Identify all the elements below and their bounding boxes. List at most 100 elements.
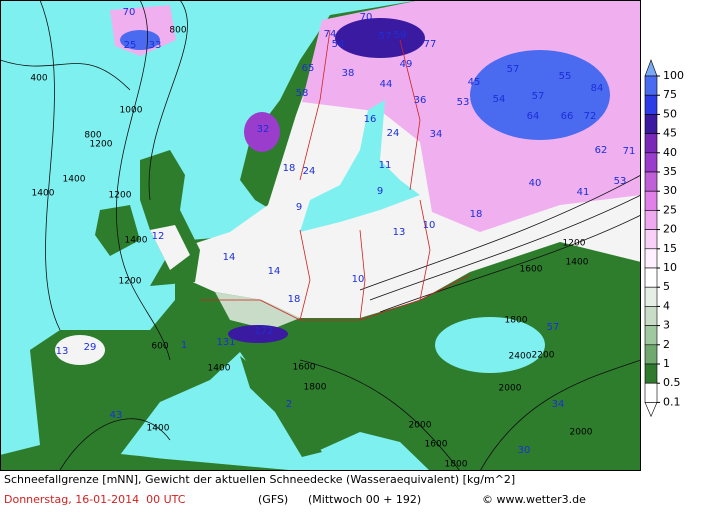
snow-value: 10 — [352, 274, 365, 285]
snow-value: 172 — [254, 326, 273, 337]
border — [299, 199, 431, 321]
snow-value: 34 — [430, 129, 443, 140]
legend-label: 3 — [663, 319, 670, 332]
snow-value: 18 — [288, 294, 301, 305]
snow-value: 11 — [379, 160, 392, 171]
snowline-value: 2000 — [409, 421, 432, 431]
snowline-value: 600 — [151, 342, 168, 352]
legend-box — [644, 325, 658, 346]
snow-value: 38 — [342, 68, 355, 79]
contour — [148, 0, 188, 201]
snow-value: 84 — [591, 83, 604, 94]
snow-value: 24 — [303, 166, 316, 177]
legend-label: 100 — [663, 69, 684, 82]
legend-label: 40 — [663, 146, 677, 159]
legend-box — [644, 363, 658, 384]
legend-box — [644, 229, 658, 250]
snow-value: 2 — [286, 399, 292, 410]
snow-value: 71 — [623, 146, 636, 157]
snow-value: 74 — [324, 29, 337, 40]
date: Donnerstag, 16-01-2014 00 UTC — [4, 493, 186, 506]
snow-value: 131 — [216, 337, 235, 348]
snow-value: 36 — [414, 95, 427, 106]
legend-label: 1 — [663, 357, 670, 370]
snowline-value: 1400 — [208, 364, 231, 374]
snow-value: 57 — [532, 91, 545, 102]
border — [299, 29, 421, 191]
iceland-snow — [120, 30, 160, 50]
snow-value: 55 — [559, 71, 572, 82]
snowline-value: 2000 — [570, 428, 593, 438]
snow-value: 54 — [332, 39, 345, 50]
snow-value: 72 — [584, 111, 597, 122]
snow-purple — [244, 112, 280, 152]
contour — [59, 418, 171, 471]
snow-value: 9 — [296, 202, 302, 213]
snow-value: 58 — [296, 88, 309, 99]
snowline-value: 1400 — [125, 236, 148, 246]
snow-value: 44 — [380, 79, 393, 90]
snow-value: 32 — [257, 124, 270, 135]
legend-label: 50 — [663, 107, 677, 120]
snowline-value: 1400 — [63, 175, 86, 185]
legend-box — [644, 171, 658, 192]
snowline-value: 2200 — [532, 351, 555, 361]
legend-box — [644, 210, 658, 230]
snow-value: 9 — [377, 186, 383, 197]
snowline-value: 1400 — [147, 424, 170, 434]
legend-box — [644, 75, 658, 96]
snowline-value: 1600 — [293, 363, 316, 373]
legend-label: 30 — [663, 184, 677, 197]
snow-dark — [335, 18, 425, 58]
snow-value: 18 — [470, 209, 483, 220]
snow-value: 1 — [181, 340, 187, 351]
run: (Mittwoch 00 + 192) — [308, 493, 421, 506]
contour — [115, 0, 171, 361]
snow-value: 13 — [56, 346, 69, 357]
snowline-value: 1200 — [90, 140, 113, 150]
legend-label: 0.1 — [663, 395, 681, 408]
legend-label: 25 — [663, 203, 677, 216]
snow-value: 40 — [529, 178, 542, 189]
legend-box — [644, 248, 658, 269]
contour — [379, 214, 642, 313]
britain-snow — [150, 225, 190, 270]
snow-value: 65 — [302, 63, 315, 74]
baltic — [300, 100, 420, 232]
legend-box — [644, 286, 658, 307]
snowline-value: 1400 — [566, 258, 589, 268]
snow-value: 57 — [507, 64, 520, 75]
legend-box — [644, 133, 658, 154]
snow-alps — [228, 325, 288, 343]
contour — [359, 174, 642, 291]
legend-box — [644, 382, 658, 403]
legend-box — [644, 94, 658, 115]
snowline-value: 1600 — [425, 440, 448, 450]
snow-value: 54 — [493, 94, 506, 105]
legend-top — [644, 59, 658, 77]
snow-value: 57 — [547, 322, 560, 333]
legend-box — [644, 267, 658, 288]
legend-label: 4 — [663, 299, 670, 312]
map-frame — [0, 0, 641, 471]
snow-value: 18 — [283, 163, 296, 174]
snowline-value: 1200 — [109, 191, 132, 201]
snow-value: 45 — [468, 77, 481, 88]
snowline-value: 1800 — [445, 460, 468, 470]
snowline-value: 1000 — [120, 106, 143, 116]
contour — [369, 194, 642, 301]
snowline-value: 2400 — [509, 352, 532, 362]
africa — [0, 448, 300, 471]
legend-label: 45 — [663, 127, 677, 140]
snow-value: 41 — [577, 187, 590, 198]
contour — [39, 0, 61, 331]
snow-value: 30 — [518, 445, 531, 456]
legend-label: 20 — [663, 223, 677, 236]
snow-value: 57 — [379, 31, 392, 42]
snowline-value: 400 — [30, 74, 47, 84]
legend-box — [644, 114, 658, 134]
snow-value: 43 — [110, 410, 123, 421]
snow-value: 70 — [360, 12, 373, 23]
